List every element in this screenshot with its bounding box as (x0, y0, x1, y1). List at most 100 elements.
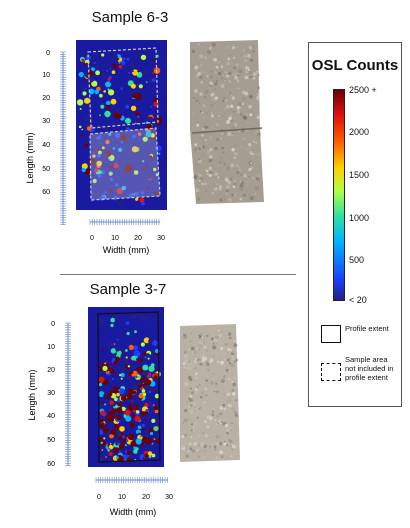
stone-grain (215, 422, 218, 426)
heat-spot (125, 321, 130, 325)
stone-grain (190, 423, 194, 426)
stone-grain (227, 134, 229, 137)
heat-spot (120, 372, 125, 378)
stone-grain (208, 155, 213, 159)
stone-grain (213, 186, 216, 188)
stone-grain (194, 147, 198, 152)
stone-grain (216, 99, 219, 101)
heat-spot (112, 63, 118, 69)
stone-grain (192, 430, 195, 432)
stone-grain (195, 388, 198, 392)
heat-spot (98, 317, 105, 324)
stone-grain (256, 96, 261, 101)
heat-spot (95, 70, 100, 76)
heat-spot (104, 110, 111, 118)
heat-spot (142, 392, 147, 397)
stone-grain (196, 123, 200, 127)
stone-grain (197, 336, 199, 338)
stone-grain (214, 448, 217, 451)
stone-grain (189, 394, 193, 398)
heat-spot (106, 69, 109, 72)
heat-spot (116, 431, 122, 437)
heat-spot (101, 362, 104, 365)
heat-spot (109, 442, 112, 445)
stone-grain (188, 442, 192, 446)
stone-grain (256, 132, 261, 137)
stone-grain (232, 444, 236, 449)
stone-grain (214, 360, 216, 362)
heat-spot (140, 54, 147, 61)
heat-spot (99, 146, 102, 150)
heat-spot (126, 393, 133, 400)
stone-grain (199, 176, 204, 181)
stone-grain (216, 442, 219, 446)
heat-spot (113, 343, 116, 345)
stone-grain (213, 393, 215, 396)
heat-spot (145, 81, 148, 84)
heat-spot (125, 104, 130, 109)
heat-spot (143, 69, 148, 74)
stone-grain (223, 198, 226, 201)
stone-grain (226, 110, 228, 113)
stone-grain (250, 195, 252, 197)
stone-grain (215, 123, 219, 127)
stone-grain (224, 132, 227, 134)
stone-grain (248, 62, 251, 64)
y-tick-50: 50 (42, 166, 50, 173)
stone-grain (219, 405, 224, 410)
heat-spot (108, 392, 113, 397)
heat-spot (116, 348, 119, 350)
key-dashed-box (321, 363, 341, 381)
y-tick-30: 30 (47, 390, 55, 397)
stone-grain (188, 362, 193, 366)
stone-grain (232, 126, 235, 129)
stone-grain (242, 49, 245, 52)
stone-grain (226, 429, 229, 432)
stone-grain (195, 179, 197, 181)
stone-grain (239, 113, 243, 116)
stone-grain (223, 407, 227, 411)
stone-grain (209, 136, 213, 139)
stone-grain (203, 444, 207, 449)
stone-grain (182, 446, 184, 449)
heat-spot (105, 81, 111, 88)
heat-spot (151, 418, 156, 423)
heat-spot (139, 197, 145, 203)
stone-grain (205, 379, 209, 382)
stone-grain (199, 349, 201, 351)
stone-grain (218, 160, 223, 165)
heat-spot (116, 350, 122, 356)
heat-spot (116, 378, 121, 383)
stone-grain (214, 172, 218, 176)
stone-grain (234, 413, 238, 417)
stone-grain (229, 179, 232, 182)
stone-grain (221, 76, 224, 80)
heat-spot (149, 386, 156, 393)
heat-spot (142, 164, 145, 167)
stone-grain (194, 378, 198, 382)
heat-spot (130, 399, 136, 405)
stone-grain (206, 74, 209, 78)
x-tick-0: 0 (90, 235, 94, 242)
heat-spot (125, 434, 129, 438)
stone-grain (225, 352, 227, 354)
colorbar-tick-1000: 1000 (349, 213, 370, 223)
stone-grain (207, 368, 210, 372)
stone-grain (203, 341, 205, 344)
stone-grain (230, 163, 235, 168)
heat-spot (102, 350, 105, 352)
heat-spot (115, 456, 119, 460)
heat-spot (84, 87, 87, 90)
stone-grain (199, 54, 204, 59)
stone-grain (224, 177, 229, 182)
stone-grain (241, 102, 245, 106)
stone-grain (198, 102, 201, 105)
stone-grain (197, 147, 201, 151)
stone-grain (246, 180, 248, 183)
heat-spot (105, 139, 110, 145)
heat-spot (153, 130, 157, 134)
heat-spot (137, 384, 143, 389)
heat-spot (102, 62, 107, 67)
stone-grain (252, 50, 255, 53)
stone-grain (185, 438, 187, 440)
